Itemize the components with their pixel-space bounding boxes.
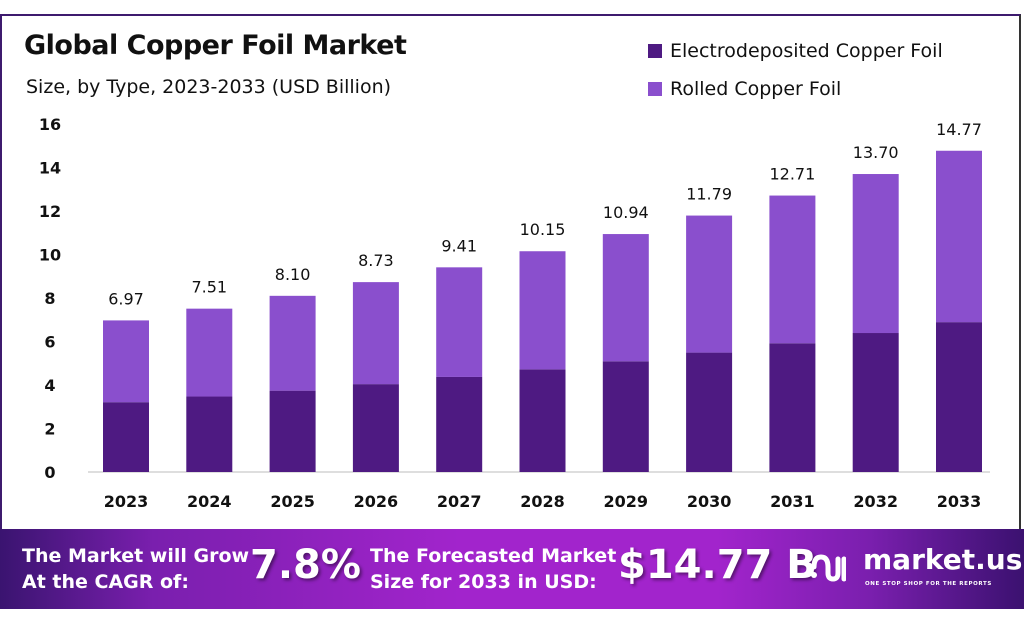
bar-segment-rolled: [352, 282, 399, 385]
bar-segment-rolled: [436, 267, 483, 377]
brand-name: market.us: [863, 543, 1023, 576]
bar-segment-rolled: [103, 320, 149, 403]
x-tick-label: 2026: [354, 492, 399, 511]
y-tick-label: 0: [44, 463, 55, 482]
chart-title: Global Copper Foil Market: [24, 30, 407, 61]
brand-tagline: ONE STOP SHOP FOR THE REPORTS: [865, 581, 992, 587]
x-tick-label: 2028: [520, 492, 565, 511]
x-tick-label: 2030: [687, 492, 732, 511]
summary-banner: The Market will Grow At the CAGR of: 7.8…: [0, 529, 1024, 609]
bar-segment-electrodeposited: [519, 369, 566, 472]
bar-segment-electrodeposited: [436, 376, 483, 472]
x-tick-label: 2031: [770, 492, 815, 511]
bar-segment-electrodeposited: [269, 390, 316, 472]
legend-item-rolled: Rolled Copper Foil: [648, 70, 943, 108]
bar-total-label: 12.71: [769, 165, 815, 184]
bar-segment-electrodeposited: [936, 322, 982, 472]
forecast-caption-line2: Size for 2033 in USD:: [370, 571, 597, 593]
cagr-caption-line1: The Market will Grow: [22, 545, 250, 567]
bar-total-label: 10.94: [603, 203, 649, 222]
y-tick-label: 10: [39, 246, 61, 265]
legend: Electrodeposited Copper Foil Rolled Copp…: [648, 32, 943, 108]
y-tick-label: 4: [44, 376, 55, 395]
bar-segment-rolled: [602, 234, 649, 362]
legend-label: Rolled Copper Foil: [670, 78, 842, 100]
cagr-value: 7.8%: [250, 542, 361, 588]
chart-frame: [0, 14, 1021, 529]
cagr-caption-line2: At the CAGR of:: [22, 571, 189, 593]
x-tick-label: 2033: [937, 492, 982, 511]
bar-segment-electrodeposited: [769, 343, 816, 472]
x-tick-label: 2025: [270, 492, 315, 511]
y-tick-label: 16: [39, 115, 61, 134]
bar-total-label: 9.41: [441, 236, 477, 255]
bar-total-label: 7.51: [191, 278, 227, 297]
x-tick-label: 2029: [604, 492, 649, 511]
y-tick-label: 12: [39, 202, 61, 221]
bar-segment-rolled: [936, 150, 982, 323]
y-tick-label: 2: [44, 420, 55, 439]
x-tick-label: 2024: [187, 492, 232, 511]
bar-segment-rolled: [686, 215, 733, 353]
legend-item-electrodeposited: Electrodeposited Copper Foil: [648, 32, 943, 70]
bar-segment-electrodeposited: [852, 333, 899, 472]
forecast-caption: The Forecasted Market Size for 2033 in U…: [370, 543, 616, 595]
bar-segment-rolled: [269, 295, 316, 391]
bar-segment-rolled: [186, 308, 233, 397]
bar-total-label: 6.97: [108, 289, 144, 308]
bar-total-label: 14.77: [936, 120, 982, 139]
bar-total-label: 10.15: [520, 220, 566, 239]
bar-segment-rolled: [769, 195, 816, 344]
x-tick-label: 2032: [853, 492, 898, 511]
forecast-caption-line1: The Forecasted Market: [370, 545, 617, 567]
cagr-caption: The Market will Grow At the CAGR of:: [22, 543, 249, 595]
bar-segment-electrodeposited: [686, 352, 733, 472]
bar-segment-rolled: [519, 251, 566, 370]
chart-subtitle: Size, by Type, 2023-2033 (USD Billion): [26, 76, 392, 98]
bar-total-label: 11.79: [686, 185, 732, 204]
legend-swatch-rolled: [648, 82, 662, 96]
bar-segment-electrodeposited: [352, 384, 399, 472]
bar-segment-electrodeposited: [103, 402, 149, 472]
y-tick-label: 8: [44, 289, 55, 308]
y-tick-label: 6: [44, 333, 55, 352]
x-tick-label: 2027: [437, 492, 482, 511]
stacked-bar-chart: 0 2 4 6 8 10 12 14 16 6.97 2023 7.51 2024 8.10 2025 8.7…: [39, 115, 990, 511]
bar-total-label: 8.73: [358, 251, 394, 270]
bar-segment-electrodeposited: [602, 361, 649, 472]
market-us-logo-icon: [811, 554, 846, 582]
legend-label: Electrodeposited Copper Foil: [670, 40, 943, 62]
y-tick-label: 14: [39, 159, 61, 178]
legend-swatch-electrodeposited: [648, 44, 662, 58]
bar-segment-electrodeposited: [186, 396, 233, 472]
bar-total-label: 13.70: [853, 143, 899, 162]
bar-total-label: 8.10: [275, 265, 311, 284]
forecast-value: $14.77 B: [618, 542, 817, 588]
x-tick-label: 2023: [104, 492, 149, 511]
bar-segment-rolled: [852, 174, 899, 334]
